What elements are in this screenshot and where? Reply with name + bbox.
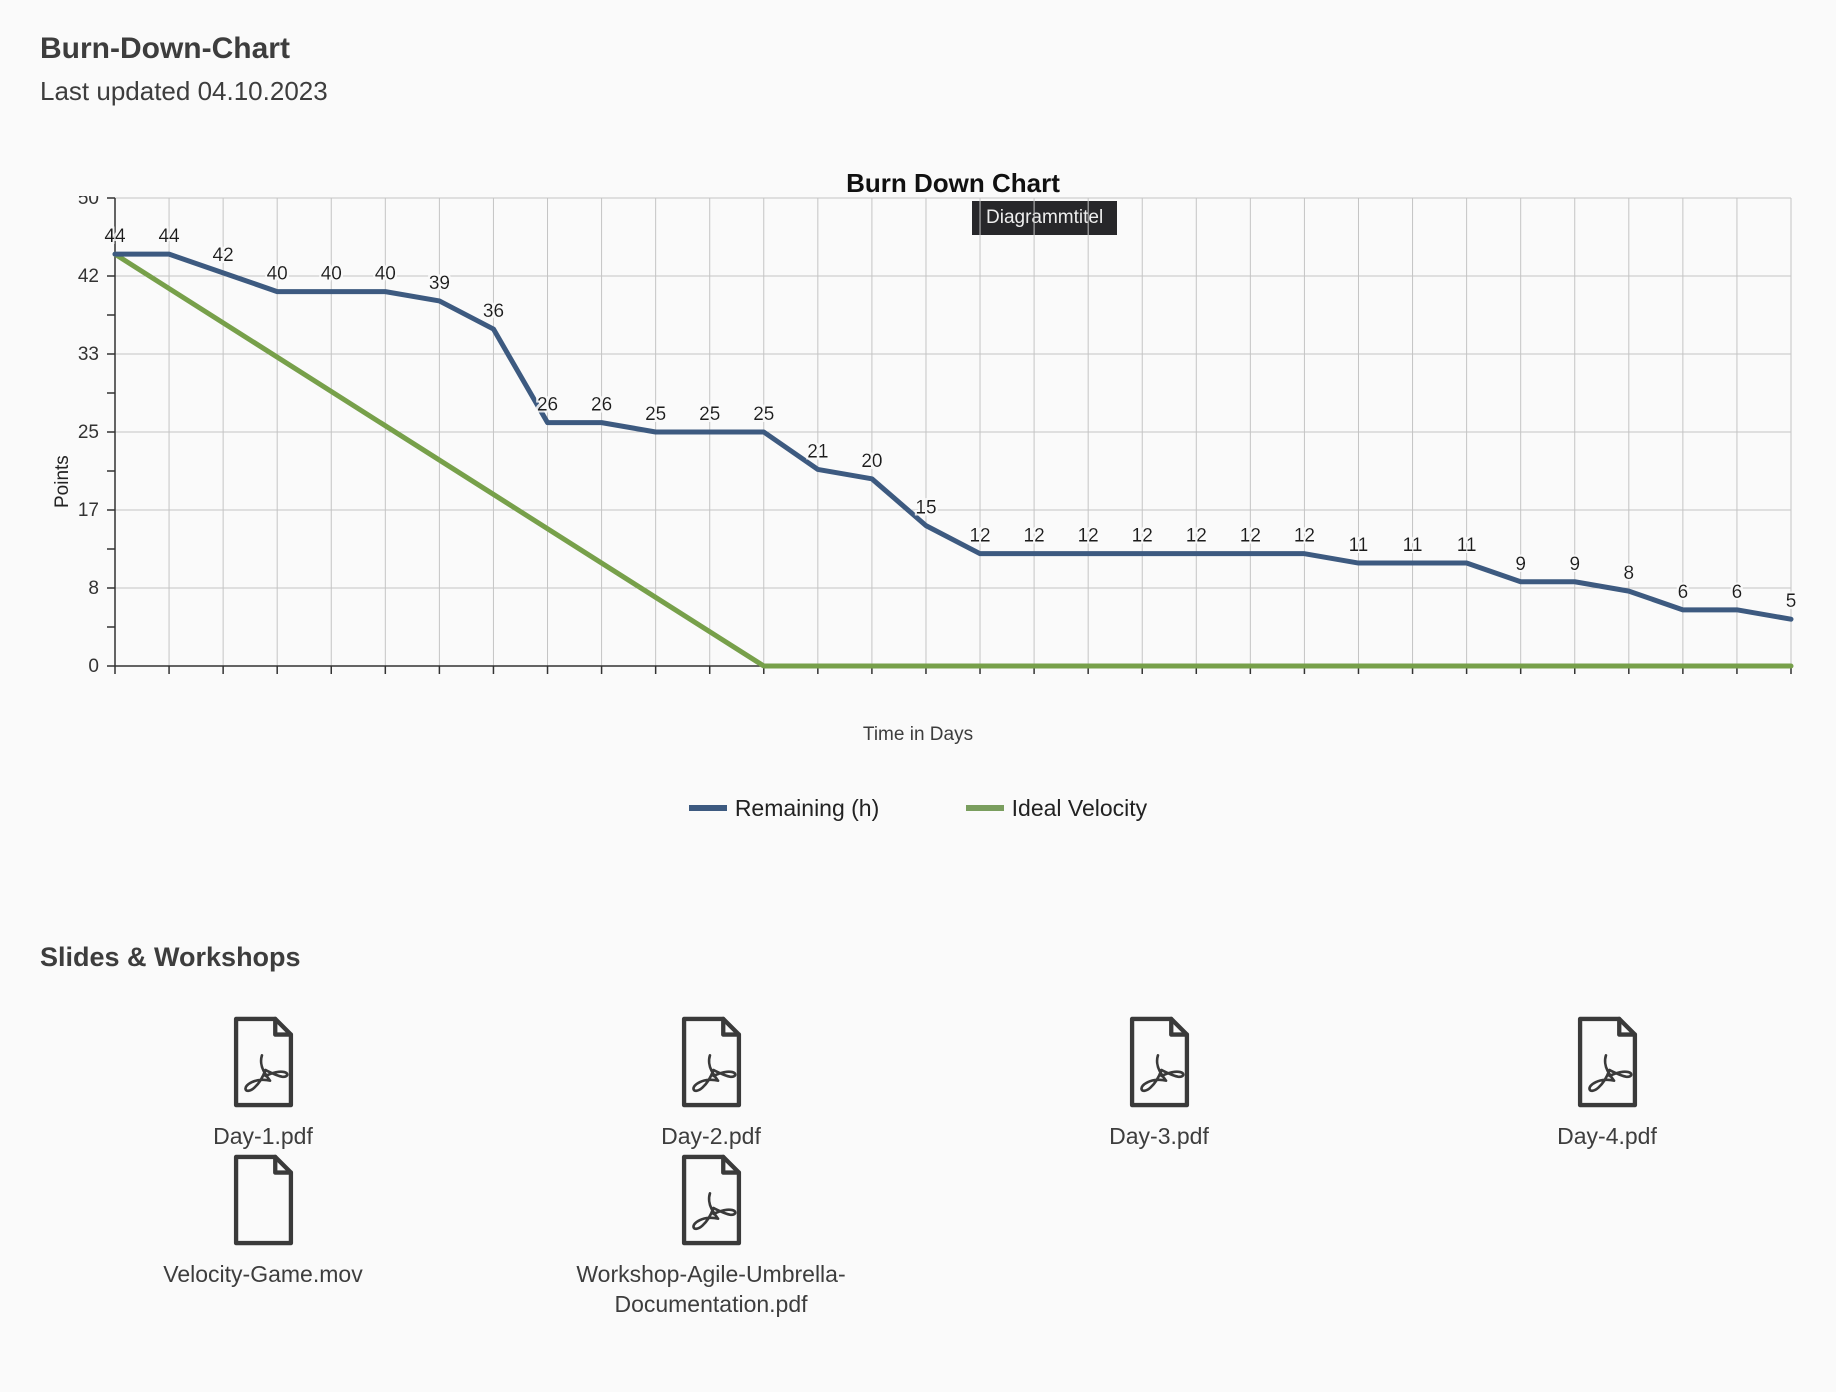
svg-text:40: 40: [375, 264, 396, 285]
svg-text:12: 12: [1186, 526, 1207, 547]
svg-text:12: 12: [1294, 526, 1315, 547]
svg-text:15: 15: [915, 498, 936, 519]
svg-text:9: 9: [1569, 554, 1580, 575]
svg-text:40: 40: [267, 264, 288, 285]
svg-text:26: 26: [591, 395, 612, 416]
svg-text:21: 21: [807, 441, 828, 462]
svg-text:12: 12: [1078, 526, 1099, 547]
svg-text:36: 36: [483, 301, 504, 322]
svg-text:12: 12: [1132, 526, 1153, 547]
svg-text:6: 6: [1732, 582, 1743, 603]
svg-text:44: 44: [104, 226, 126, 247]
svg-text:44: 44: [158, 226, 180, 247]
svg-text:42: 42: [78, 266, 99, 287]
svg-text:11: 11: [1403, 535, 1423, 556]
svg-text:8: 8: [1624, 563, 1635, 584]
svg-text:26: 26: [537, 395, 558, 416]
svg-text:11: 11: [1457, 535, 1477, 556]
svg-text:50: 50: [78, 196, 99, 209]
svg-text:25: 25: [78, 422, 99, 443]
svg-text:42: 42: [213, 245, 234, 266]
svg-text:33: 33: [78, 344, 99, 365]
svg-text:8: 8: [88, 578, 99, 599]
svg-text:20: 20: [861, 451, 882, 472]
svg-text:39: 39: [429, 273, 450, 294]
svg-text:25: 25: [645, 404, 666, 425]
svg-text:9: 9: [1515, 554, 1526, 575]
svg-text:25: 25: [753, 404, 774, 425]
svg-text:12: 12: [1024, 526, 1045, 547]
svg-text:6: 6: [1678, 582, 1689, 603]
svg-text:0: 0: [88, 656, 99, 677]
svg-text:5: 5: [1786, 591, 1796, 612]
svg-text:12: 12: [969, 526, 990, 547]
svg-text:25: 25: [699, 404, 720, 425]
svg-text:12: 12: [1240, 526, 1261, 547]
svg-text:11: 11: [1349, 535, 1369, 556]
svg-text:17: 17: [78, 500, 99, 521]
svg-text:40: 40: [321, 264, 342, 285]
